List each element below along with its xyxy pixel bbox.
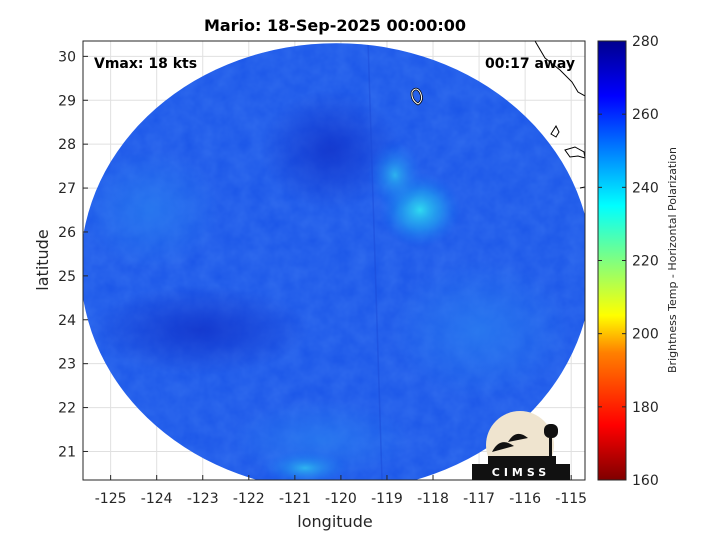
y-tick-label: 27 — [58, 181, 76, 197]
colorbar: 160 180 200 220 240 260 280 Brightness Temp - … — [597, 34, 679, 489]
x-tick-label: -118 — [417, 491, 449, 507]
logo-tower-leg — [549, 438, 552, 460]
colorbar-ticks: 160 180 200 220 240 260 280 — [598, 34, 659, 489]
colorbar-tick-label: 280 — [632, 34, 659, 50]
logo-banner — [472, 464, 570, 480]
logo-building — [488, 456, 556, 464]
coastline-island-1 — [550, 124, 560, 138]
y-tick-label: 30 — [58, 49, 76, 65]
y-tick-label: 23 — [58, 357, 76, 373]
x-ticks: -125 -124 -123 -122 -121 -120 -119 -118 -117 -116… — [95, 475, 587, 507]
x-tick-label: -119 — [371, 491, 403, 507]
y-tick-label: 21 — [58, 444, 76, 460]
x-tick-label: -115 — [555, 491, 587, 507]
coastline-island-2 — [564, 146, 585, 159]
y-tick-label: 26 — [58, 225, 76, 241]
colorbar-tick-label: 240 — [632, 180, 659, 196]
x-tick-label: -122 — [233, 491, 265, 507]
x-tick-label: -121 — [279, 491, 311, 507]
scan-seam — [367, 43, 383, 480]
bright-region-tail — [367, 140, 423, 210]
time-away-annotation: 00:17 away — [485, 56, 575, 72]
colorbar-tick-label: 220 — [632, 254, 659, 270]
logo-text: CIMSS — [492, 466, 550, 479]
x-tick-label: -116 — [509, 491, 541, 507]
brightness-temperature-swath — [83, 43, 585, 480]
y-tick-label: 24 — [58, 313, 76, 329]
y-tick-label: 29 — [58, 93, 76, 109]
colorbar-gradient — [597, 40, 627, 481]
colorbar-label: Brightness Temp - Horizontal Polarizatio… — [666, 147, 679, 373]
warm-patch-west — [83, 150, 220, 270]
cold-band-east — [90, 285, 310, 375]
y-tick-label: 28 — [58, 137, 76, 153]
island-contour-inner — [411, 88, 423, 105]
plot-frame — [82, 40, 586, 481]
cold-band-center — [260, 90, 400, 210]
logo-dish-2 — [508, 433, 528, 442]
colorbar-tick-label: 260 — [632, 107, 659, 123]
y-tick-label: 22 — [58, 401, 76, 417]
y-axis-label: latitude — [33, 229, 52, 290]
logo-tower-tank — [544, 424, 558, 438]
y-tick-label: 25 — [58, 269, 76, 285]
coastline-bay — [579, 186, 585, 189]
vmax-annotation: Vmax: 18 kts — [94, 56, 197, 72]
x-tick-label: -117 — [463, 491, 495, 507]
colorbar-tick-label: 180 — [632, 400, 659, 416]
y-ticks: 21 22 23 24 25 26 27 28 29 30 — [58, 49, 88, 460]
x-tick-label: -123 — [187, 491, 219, 507]
colorbar-tick-label: 160 — [632, 473, 659, 489]
x-tick-label: -120 — [325, 491, 357, 507]
map-plot-area: -125 -124 -123 -122 -121 -120 -119 -118 -117 -116… — [58, 40, 587, 507]
bright-region-south — [260, 450, 350, 480]
colorbar-tick-label: 200 — [632, 327, 659, 343]
logo-dish-1 — [492, 442, 514, 452]
chart-title: Mario: 18-Sep-2025 00:00:00 — [204, 16, 466, 35]
warm-patch-east — [390, 260, 570, 400]
cimss-logo: CIMSS — [472, 411, 570, 480]
x-tick-label: -125 — [95, 491, 127, 507]
coastline — [410, 41, 585, 189]
coastline-north — [534, 41, 585, 97]
x-tick-label: -124 — [141, 491, 173, 507]
x-axis-label: longitude — [297, 512, 372, 531]
